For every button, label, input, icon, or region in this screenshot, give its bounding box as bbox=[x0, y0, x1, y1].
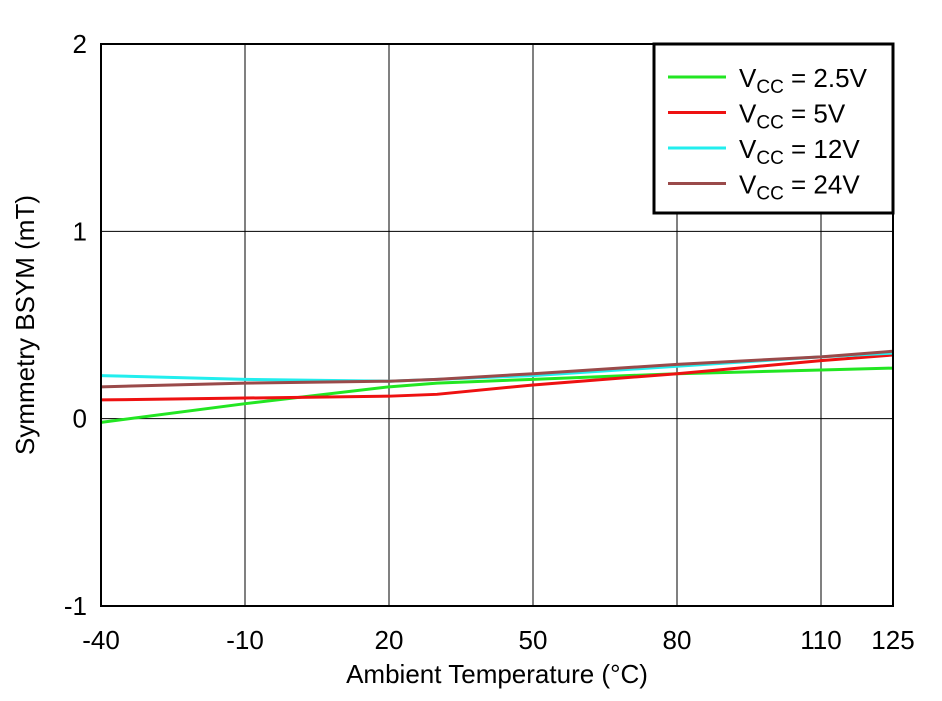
x-tick-label: -10 bbox=[226, 625, 264, 655]
series-line bbox=[100, 366, 894, 424]
legend-label: VCC = 5V bbox=[739, 99, 846, 134]
x-tick-label: 80 bbox=[663, 625, 692, 655]
y-tick-label: 2 bbox=[73, 29, 87, 59]
y-tick-label: 1 bbox=[73, 216, 87, 246]
legend-label: VCC = 24V bbox=[739, 170, 860, 205]
y-tick-label: 0 bbox=[73, 404, 87, 434]
x-tick-label: 125 bbox=[871, 625, 914, 655]
x-tick-label: -40 bbox=[82, 625, 120, 655]
x-tick-label: 20 bbox=[375, 625, 404, 655]
legend-box bbox=[652, 42, 895, 215]
x-tick-label: 110 bbox=[800, 625, 841, 655]
series-line bbox=[100, 353, 894, 402]
x-axis-title: Ambient Temperature (°C) bbox=[346, 659, 648, 689]
x-tick-label: 50 bbox=[519, 625, 548, 655]
legend-label: VCC = 2.5V bbox=[739, 63, 868, 98]
series-line bbox=[100, 349, 894, 389]
plot-frame bbox=[100, 43, 894, 607]
y-tick-label: -1 bbox=[64, 591, 87, 621]
y-axis-title: Symmetry BSYM (mT) bbox=[10, 195, 40, 455]
legend-label: VCC = 12V bbox=[739, 134, 860, 169]
